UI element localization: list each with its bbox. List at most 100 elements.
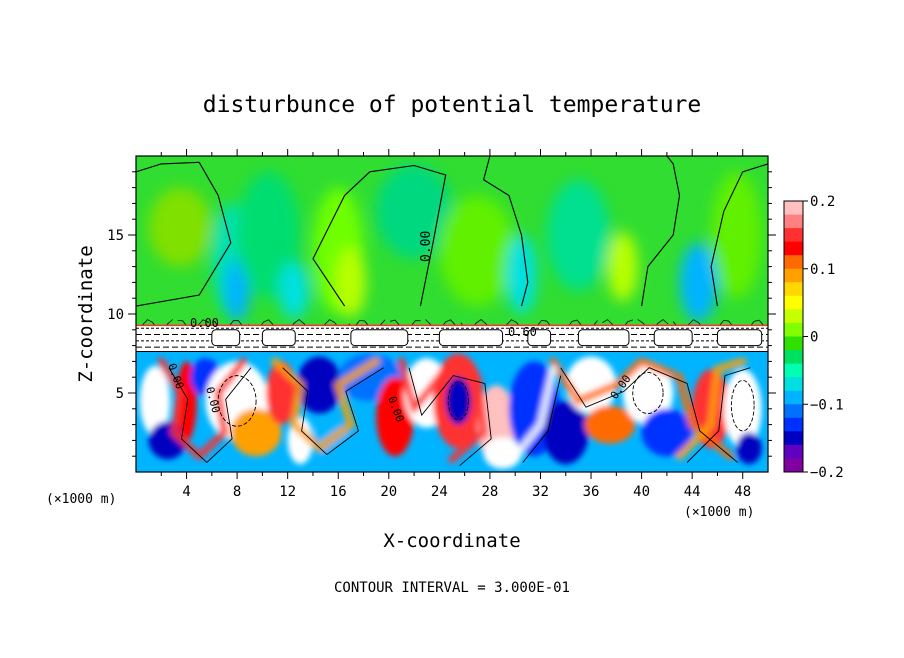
contour-line [522, 375, 562, 463]
x-tick-label: 20 [380, 484, 397, 500]
colorbar-swatch [784, 458, 803, 473]
contour-line [710, 163, 768, 307]
plot-area: 0.00 0.00 0.60 0.00 0.00 0.00 0.00 [135, 155, 769, 473]
y-tick-label: 5 [116, 386, 124, 402]
contour-line [560, 367, 738, 463]
contour-label: 0.60 [508, 325, 537, 339]
colorbar-swatch [784, 295, 803, 310]
contour-line [425, 319, 457, 326]
contour-label: 0.00 [190, 316, 219, 330]
upper-field-patch [148, 187, 212, 267]
colorbar-tick-label: 0 [810, 330, 818, 346]
colorbar-tick-label: 0.2 [810, 194, 835, 210]
lower-field-patch [641, 408, 693, 457]
contour-line [641, 156, 681, 307]
x-tick-label: 8 [233, 484, 241, 500]
eddy-band [397, 357, 488, 464]
upper-field-patch [679, 242, 718, 322]
colorbar-swatch [784, 417, 803, 432]
interface-contours [136, 324, 768, 353]
colorbar-swatch [784, 431, 803, 446]
contour-line [312, 164, 447, 307]
contour-line [460, 318, 489, 326]
lower-field-patch [736, 432, 762, 465]
colorbar-swatch [784, 390, 803, 405]
eddy-band [511, 365, 558, 461]
lower-field-patch [622, 361, 674, 425]
contour-line [142, 319, 173, 326]
chart-title: disturbunce of potential temperature [203, 92, 702, 118]
upper-field-patch [237, 171, 301, 299]
contour-line [730, 379, 755, 432]
colorbar-swatch [784, 228, 803, 243]
lower-field-patch [230, 408, 282, 457]
contour-line [291, 318, 307, 326]
x-axis: 4 8 12 16 20 24 28 32 36 40 44 48 [160, 149, 751, 500]
contour-line [482, 156, 529, 307]
lower-field-patch [723, 369, 762, 449]
contour-line [686, 367, 751, 463]
upper-field-patch [711, 171, 762, 299]
colorbar-swatch [784, 268, 803, 283]
upper-field-patch [607, 231, 638, 302]
contour-interval-note: CONTOUR INTERVAL = 3.000E-01 [334, 580, 570, 596]
x-tick-label: 4 [182, 484, 190, 500]
interface-cell [653, 329, 693, 347]
interface-cell [716, 329, 763, 347]
upper-field-patch [376, 163, 452, 259]
upper-field-patch [278, 261, 310, 319]
x-tick-label: 28 [481, 484, 498, 500]
interface-cell [438, 329, 504, 347]
colorbar-swatch [784, 336, 803, 351]
lower-field-patch [483, 437, 522, 469]
colorbar-swatch [784, 241, 803, 256]
interface-cell [350, 329, 409, 347]
x-unit-label-right: (×1000 m) [684, 505, 754, 520]
contour-line [637, 318, 669, 326]
colorbar-swatch [784, 377, 803, 392]
lower-field-patch [296, 356, 343, 414]
interface-cell [527, 329, 552, 347]
eddy-band [675, 357, 747, 461]
x-tick-label: 48 [734, 484, 751, 500]
y-tick-label: 10 [107, 307, 124, 323]
lower-field-patch [543, 400, 589, 465]
contour-line [602, 319, 633, 326]
x-tick-label: 44 [684, 484, 701, 500]
contour-line [136, 161, 232, 307]
x-unit-label-left: (×1000 m) [46, 492, 116, 507]
x-tick-label: 12 [279, 484, 296, 500]
colorbar-swatch [784, 255, 803, 270]
y-tick-label: 15 [107, 228, 124, 244]
x-axis-title: X-coordinate [383, 530, 520, 552]
upper-field-patch [546, 179, 611, 291]
colorbar: 0.2 0.1 0 −0.1 −0.2 [783, 194, 844, 481]
upper-layer-contours [136, 156, 768, 326]
lower-layer-contours [168, 367, 755, 467]
lower-field-patch [584, 405, 636, 444]
upper-layer-fill [148, 163, 762, 322]
contour-line [389, 319, 421, 326]
x-tick-label: 40 [633, 484, 650, 500]
colorbar-swatch [784, 214, 803, 229]
colorbar-swatch [784, 444, 803, 459]
contour-line [217, 375, 257, 427]
lower-layer-fill [139, 353, 762, 469]
x-tick-label: 36 [583, 484, 600, 500]
eddy-band [271, 357, 381, 453]
contour-line [568, 319, 598, 326]
colorbar-swatch [784, 350, 803, 365]
colorbar-tick-label: 0.1 [810, 262, 835, 278]
upper-field-patch [506, 235, 537, 314]
lower-field-patch [445, 377, 471, 425]
colorbar-swatch [784, 201, 803, 216]
colorbar-swatch [784, 363, 803, 378]
colorbar-swatch [784, 404, 803, 419]
colorbar-tick-label: −0.2 [810, 465, 844, 481]
contour-line [718, 319, 734, 326]
x-tick-label: 16 [330, 484, 347, 500]
eddy-band [549, 357, 735, 461]
interface-cell [211, 329, 241, 347]
